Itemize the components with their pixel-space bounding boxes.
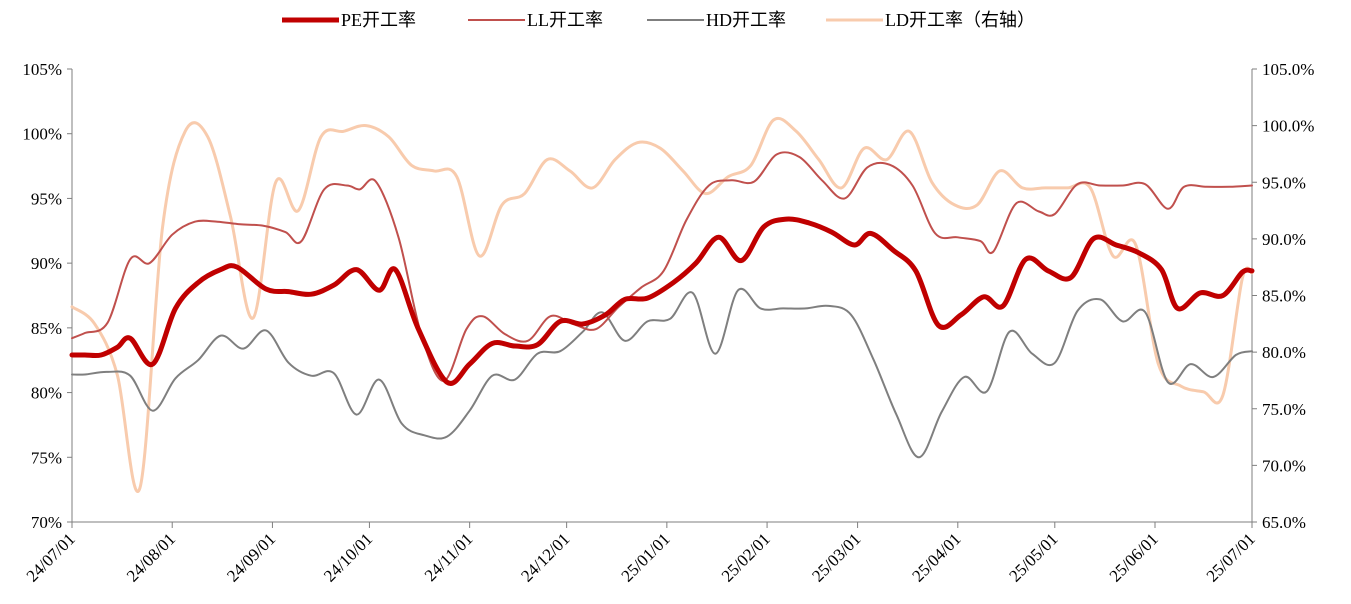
right-y-tick-label: 95.0% [1262,173,1306,192]
x-tick-label: 25/04/01 [908,529,964,585]
ll-series-line [72,152,1252,381]
left-y-tick-label: 75% [31,448,62,467]
left-y-tick-label: 85% [31,319,62,338]
left-y-tick-label: 70% [31,513,62,532]
x-tick-label: 25/06/01 [1106,529,1162,585]
pe-series-line [72,219,1252,383]
left-y-tick-label: 90% [31,254,62,273]
ld-series-line [72,118,1252,491]
x-tick-label: 24/10/01 [320,529,376,585]
legend-label: HD开工率 [706,10,786,30]
x-tick-label: 25/05/01 [1005,529,1061,585]
legend-item-ll: LL开工率 [468,10,603,30]
series-layer [72,118,1252,491]
right-y-axis: 65.0% 70.0% 75.0% 80.0% 85.0% 90.0% 95.0% 100.0… [1252,60,1314,532]
legend-label: LL开工率 [527,10,603,30]
x-tick-label: 25/02/01 [718,529,774,585]
x-axis: 24/07/01 24/08/01 24/09/01 24/10/01 24/11/01… [23,522,1259,586]
x-tick-label: 24/08/01 [123,529,179,585]
x-tick-label: 24/07/01 [23,529,79,585]
x-tick-label: 24/12/01 [517,529,573,585]
left-y-tick-label: 100% [22,125,62,144]
left-y-tick-label: 105% [22,60,62,79]
right-y-tick-label: 65.0% [1262,513,1306,532]
legend-item-hd: HD开工率 [647,10,786,30]
right-y-tick-label: 90.0% [1262,230,1306,249]
legend-label: LD开工率（右轴） [885,10,1035,30]
x-tick-label: 25/01/01 [617,529,673,585]
legend: PE开工率 LL开工率 HD开工率 LD开工率（右轴） [282,10,1035,30]
right-y-tick-label: 75.0% [1262,400,1306,419]
left-y-tick-label: 95% [31,189,62,208]
legend-item-pe: PE开工率 [282,10,416,30]
legend-item-ld: LD开工率（右轴） [826,10,1035,30]
left-y-axis: 70% 75% 80% 85% 90% 95% 100% 105% [22,60,72,532]
left-y-tick-label: 80% [31,384,62,403]
right-y-tick-label: 100.0% [1262,117,1314,136]
right-y-tick-label: 105.0% [1262,60,1314,79]
right-y-tick-label: 85.0% [1262,287,1306,306]
x-tick-label: 25/07/01 [1203,529,1259,585]
right-y-tick-label: 70.0% [1262,456,1306,475]
x-tick-label: 24/09/01 [223,529,279,585]
x-tick-label: 24/11/01 [421,529,477,585]
right-y-tick-label: 80.0% [1262,343,1306,362]
x-tick-label: 25/03/01 [808,529,864,585]
legend-label: PE开工率 [341,10,416,30]
